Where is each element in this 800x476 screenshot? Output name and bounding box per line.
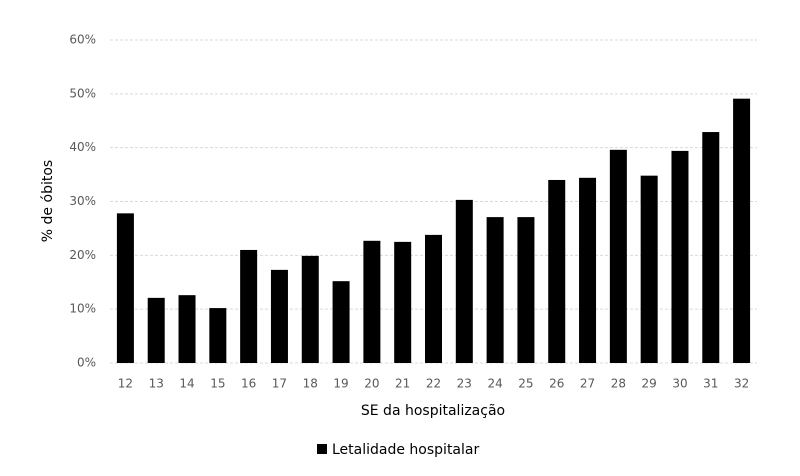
x-tick-label: 14 xyxy=(179,377,194,391)
bar xyxy=(178,295,196,363)
bar xyxy=(332,281,350,363)
bar xyxy=(363,240,381,363)
legend-swatch xyxy=(317,444,327,454)
x-tick-label: 30 xyxy=(672,377,687,391)
x-tick-label: 16 xyxy=(241,377,256,391)
bar xyxy=(486,217,504,363)
bar xyxy=(147,297,165,363)
x-tick-label: 25 xyxy=(518,377,533,391)
bar xyxy=(270,269,288,363)
bar xyxy=(579,177,597,363)
x-tick-label: 23 xyxy=(457,377,472,391)
x-tick-label: 31 xyxy=(703,377,718,391)
y-tick-label: 20% xyxy=(69,248,96,262)
bar xyxy=(702,132,720,363)
x-tick-label: 12 xyxy=(118,377,133,391)
bar xyxy=(671,150,689,363)
x-tick-label: 26 xyxy=(549,377,564,391)
y-tick-label: 50% xyxy=(69,86,96,100)
x-tick-label: 27 xyxy=(580,377,595,391)
y-tick-label: 60% xyxy=(69,33,96,47)
y-tick-label: 10% xyxy=(69,302,96,316)
bar xyxy=(116,213,134,363)
x-tick-label: 32 xyxy=(734,377,749,391)
x-tick-label: 13 xyxy=(149,377,164,391)
bar xyxy=(425,234,442,363)
bar xyxy=(733,98,751,363)
x-tick-label: 19 xyxy=(333,377,348,391)
bar xyxy=(609,149,627,363)
x-tick-label: 20 xyxy=(364,377,379,391)
bar xyxy=(240,249,258,363)
legend-text: Letalidade hospitalar xyxy=(332,442,479,458)
bar xyxy=(394,241,412,363)
bar xyxy=(640,175,658,363)
x-axis-title: SE da hospitalização xyxy=(361,403,505,419)
y-tick-label: 0% xyxy=(77,356,96,370)
x-tick-label: 22 xyxy=(426,377,441,391)
bar xyxy=(517,217,535,363)
bar xyxy=(548,179,566,363)
y-tick-label: 40% xyxy=(69,140,96,154)
x-tick-label: 18 xyxy=(303,377,318,391)
bar xyxy=(455,199,473,363)
x-tick-label: 24 xyxy=(487,377,502,391)
x-tick-label: 28 xyxy=(611,377,626,391)
y-tick-label: 30% xyxy=(69,194,96,208)
x-tick-label: 21 xyxy=(395,377,410,391)
bar xyxy=(209,308,227,363)
y-axis-title: % de óbitos xyxy=(40,160,56,242)
x-tick-label: 15 xyxy=(210,377,225,391)
x-tick-label: 17 xyxy=(272,377,287,391)
x-tick-label: 29 xyxy=(642,377,657,391)
bar xyxy=(301,255,319,363)
